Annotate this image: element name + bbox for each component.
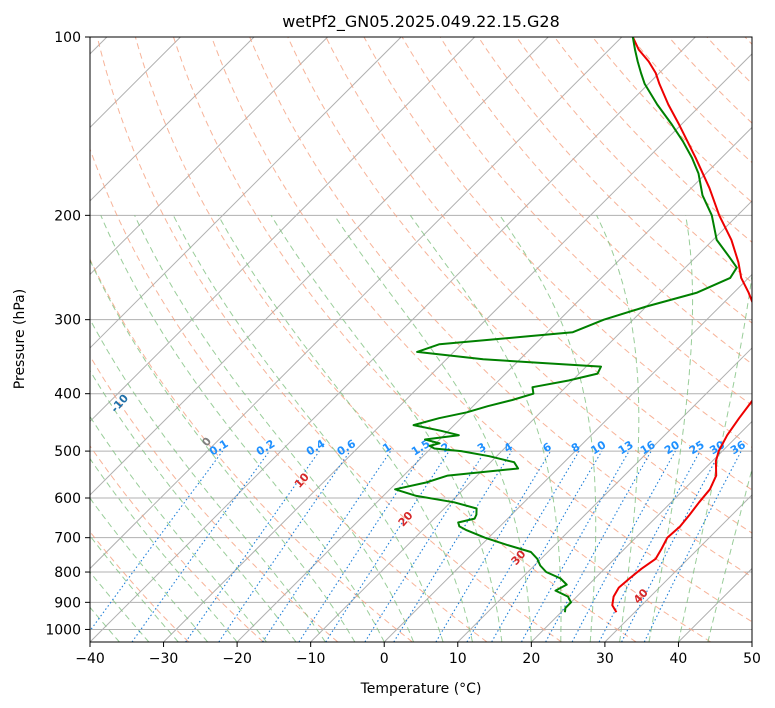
mixing-ratio-line	[185, 450, 320, 642]
moist-adiabat-line	[409, 215, 562, 642]
y-tick-label: 1000	[45, 622, 81, 638]
moist-adiabat-line	[596, 215, 640, 642]
plot-background	[90, 37, 752, 642]
dry-adiabat-line	[90, 445, 264, 642]
y-axis-label: Pressure (hPa)	[12, 289, 28, 389]
mixing-ratio-line	[325, 450, 450, 642]
x-tick-label: 30	[596, 651, 614, 667]
mixing-ratio-line	[90, 450, 224, 632]
mixing-ratio-line	[521, 450, 630, 642]
moist-adiabat-line	[90, 415, 267, 642]
mixing-ratio-line	[545, 450, 652, 642]
x-tick-label: −10	[296, 651, 326, 667]
y-tick-label: 400	[54, 387, 81, 403]
dry-adiabat-line	[96, 37, 562, 642]
x-tick-label: −20	[222, 651, 252, 667]
y-tick-label: 500	[54, 444, 81, 460]
isotherm-line	[90, 37, 549, 496]
x-tick-label: 10	[449, 651, 467, 667]
isotherm-line	[90, 37, 476, 423]
plot-frame	[89, 36, 753, 643]
mixing-ratio-line	[218, 450, 351, 642]
mixing-ratio-line	[262, 450, 392, 642]
moist-adiabat-line	[90, 457, 238, 642]
dry-adiabat-line	[134, 37, 637, 642]
dewpoint-profile	[394, 37, 738, 613]
dry-adiabat-label: -20	[29, 353, 52, 377]
mixing-ratio-line	[131, 450, 270, 642]
x-tick-label: 0	[380, 651, 389, 667]
mixing-ratio-line	[393, 450, 513, 642]
isotherm-line	[90, 37, 328, 276]
dry-adiabat-line	[287, 37, 752, 534]
moist-adiabat-line	[270, 215, 503, 642]
isotherm-line	[236, 126, 752, 642]
y-tick-label: 600	[54, 491, 81, 507]
isotherm-line	[751, 641, 752, 642]
y-tick-label: 900	[54, 595, 81, 611]
dry-adiabat-line	[173, 37, 712, 642]
moist-adiabat-line	[90, 259, 356, 642]
moist-adiabat-line	[333, 215, 532, 642]
x-tick-label: 40	[670, 651, 688, 667]
dry-adiabat-line	[211, 37, 752, 623]
isotherm-line	[90, 37, 696, 642]
isotherm-line	[604, 494, 752, 642]
isotherm-line	[530, 420, 752, 642]
dry-adiabat-line	[90, 258, 413, 642]
isotherm-line	[90, 37, 255, 202]
isotherm-line	[90, 37, 623, 570]
moist-adiabat-line	[134, 215, 415, 642]
mixing-ratio-line	[571, 450, 676, 642]
x-tick-label: 50	[743, 651, 761, 667]
dry-adiabat-line	[90, 355, 339, 642]
moist-adiabat-line	[172, 215, 444, 642]
moist-adiabat-line	[90, 318, 326, 642]
mixing-ratio-line	[298, 450, 425, 642]
dry-adiabat-line	[249, 37, 752, 578]
moist-adiabat-line	[90, 369, 297, 642]
moist-adiabat-line	[90, 497, 209, 642]
x-axis-label: Temperature (°C)	[360, 681, 482, 697]
x-tick-label: −40	[75, 651, 105, 667]
y-tick-label: 800	[54, 565, 81, 581]
chart-title: wetPf2_GN05.2025.049.22.15.G28	[282, 12, 560, 32]
temperature-profile	[611, 37, 752, 613]
isotherm-line	[163, 53, 752, 642]
moist-adiabat-line	[217, 215, 473, 642]
moist-adiabat-line	[100, 215, 385, 642]
isotherm-line	[90, 37, 402, 349]
y-tick-label: 200	[54, 208, 81, 224]
y-tick-label: 700	[54, 531, 81, 547]
mixing-ratio-line	[643, 450, 742, 642]
y-tick-label: 300	[54, 313, 81, 329]
x-tick-label: −30	[149, 651, 179, 667]
moist-adiabat-line	[677, 272, 752, 642]
y-tick-label: 100	[54, 30, 81, 46]
x-tick-label: 20	[522, 651, 540, 667]
isotherm-line	[383, 273, 752, 642]
moist-adiabat-line	[648, 215, 694, 642]
